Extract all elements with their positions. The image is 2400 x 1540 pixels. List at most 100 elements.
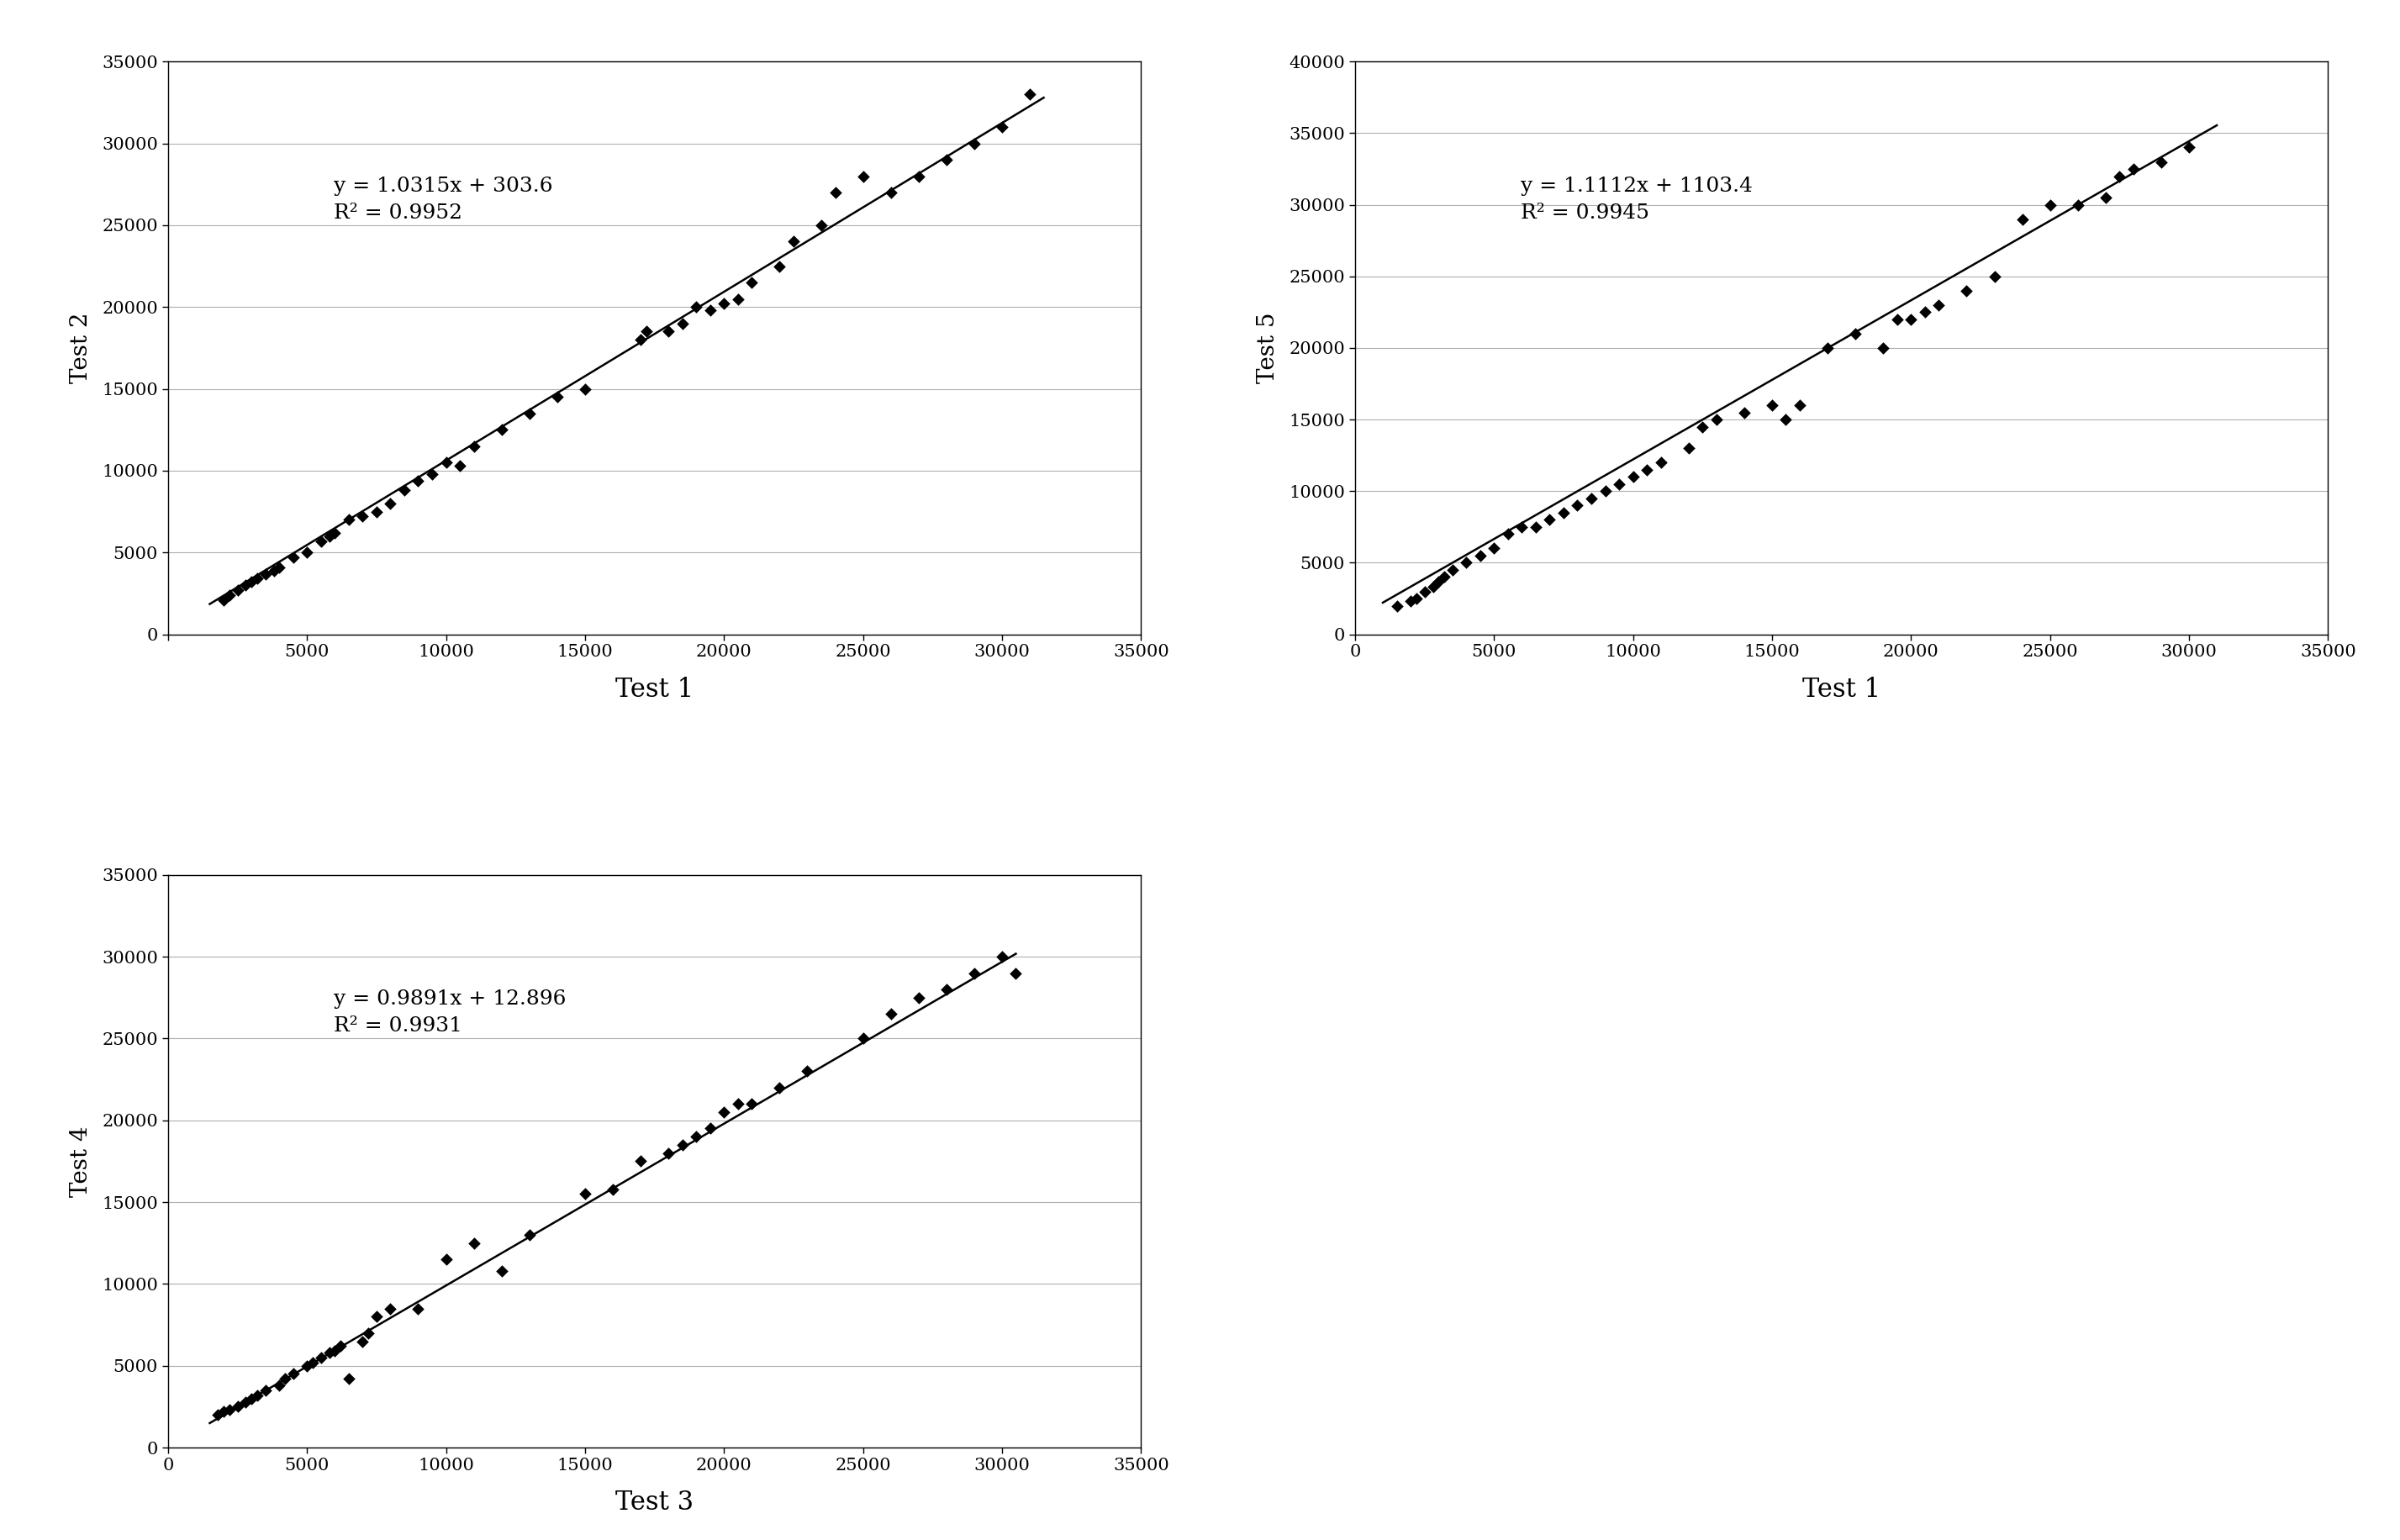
Point [566, 1181, 605, 1206]
Point [1726, 400, 1764, 425]
Point [1406, 579, 1445, 604]
Point [775, 229, 814, 254]
Point [2114, 157, 2153, 182]
Point [348, 1321, 386, 1346]
Point [247, 1378, 286, 1403]
Point [648, 319, 686, 343]
Point [955, 961, 994, 986]
X-axis label: Test 1: Test 1 [614, 676, 694, 702]
Point [761, 254, 799, 279]
Point [1906, 300, 1944, 325]
Point [454, 1230, 492, 1255]
Point [1877, 306, 1915, 331]
Point [238, 1383, 276, 1408]
Point [593, 1177, 631, 1201]
Point [802, 213, 840, 237]
Point [358, 499, 396, 524]
Point [691, 1116, 730, 1141]
Point [566, 377, 605, 402]
Point [626, 319, 665, 343]
Point [226, 1389, 264, 1414]
Point [1397, 587, 1435, 611]
Point [622, 328, 660, 353]
Point [2170, 136, 2208, 160]
Point [288, 541, 326, 565]
Point [1392, 590, 1430, 614]
Point [302, 1346, 341, 1371]
Point [718, 1092, 756, 1116]
Point [1810, 336, 1848, 360]
Point [1531, 508, 1570, 533]
Point [1414, 574, 1452, 599]
Point [1946, 279, 1985, 303]
Point [538, 385, 576, 410]
Point [996, 961, 1034, 986]
Point [218, 1394, 257, 1418]
Point [1488, 522, 1526, 547]
Point [511, 1223, 550, 1247]
Point [845, 163, 883, 188]
Point [1766, 407, 1805, 431]
Point [259, 1374, 298, 1398]
Point [691, 299, 730, 323]
Point [204, 1400, 242, 1425]
Point [233, 1386, 271, 1411]
Point [372, 1297, 410, 1321]
Point [1642, 450, 1680, 474]
Y-axis label: Test 2: Test 2 [70, 313, 94, 383]
Point [1476, 536, 1514, 561]
Point [2004, 206, 2042, 231]
Point [1378, 593, 1416, 618]
Point [238, 567, 276, 591]
Point [816, 180, 854, 205]
Point [302, 528, 341, 553]
Point [427, 1247, 466, 1272]
Point [310, 1340, 348, 1364]
Point [662, 311, 701, 336]
Point [398, 468, 437, 493]
Point [274, 545, 312, 570]
Point [926, 976, 965, 1001]
Point [293, 1351, 331, 1375]
Point [384, 477, 422, 502]
Point [343, 1329, 382, 1354]
Point [1865, 336, 1903, 360]
Point [845, 1026, 883, 1050]
Point [1920, 293, 1958, 317]
Point [1447, 550, 1486, 574]
Point [648, 1141, 686, 1166]
Point [1601, 471, 1639, 496]
Point [1670, 436, 1709, 460]
Point [2030, 192, 2069, 217]
Point [442, 453, 480, 477]
Point [398, 1297, 437, 1321]
Point [454, 434, 492, 459]
Point [1418, 568, 1457, 593]
Point [2086, 185, 2124, 209]
Point [1433, 557, 1471, 582]
Point [358, 1304, 396, 1329]
Point [2100, 163, 2138, 188]
Point [343, 504, 382, 528]
Point [247, 562, 286, 587]
Point [1682, 414, 1721, 439]
Point [266, 1366, 305, 1391]
Point [622, 1149, 660, 1173]
Point [427, 450, 466, 474]
Point [718, 286, 756, 311]
Point [1558, 493, 1596, 517]
Point [1697, 407, 1735, 431]
Point [209, 1398, 247, 1423]
Point [761, 1075, 799, 1100]
Point [1627, 457, 1666, 482]
Y-axis label: Test 5: Test 5 [1258, 313, 1279, 383]
Point [1517, 514, 1555, 539]
Point [259, 554, 298, 579]
Point [1010, 82, 1049, 106]
Point [1836, 322, 1874, 346]
Point [1502, 514, 1541, 539]
Point [1613, 465, 1651, 490]
Point [732, 270, 770, 294]
Point [900, 163, 938, 188]
Point [732, 1092, 770, 1116]
